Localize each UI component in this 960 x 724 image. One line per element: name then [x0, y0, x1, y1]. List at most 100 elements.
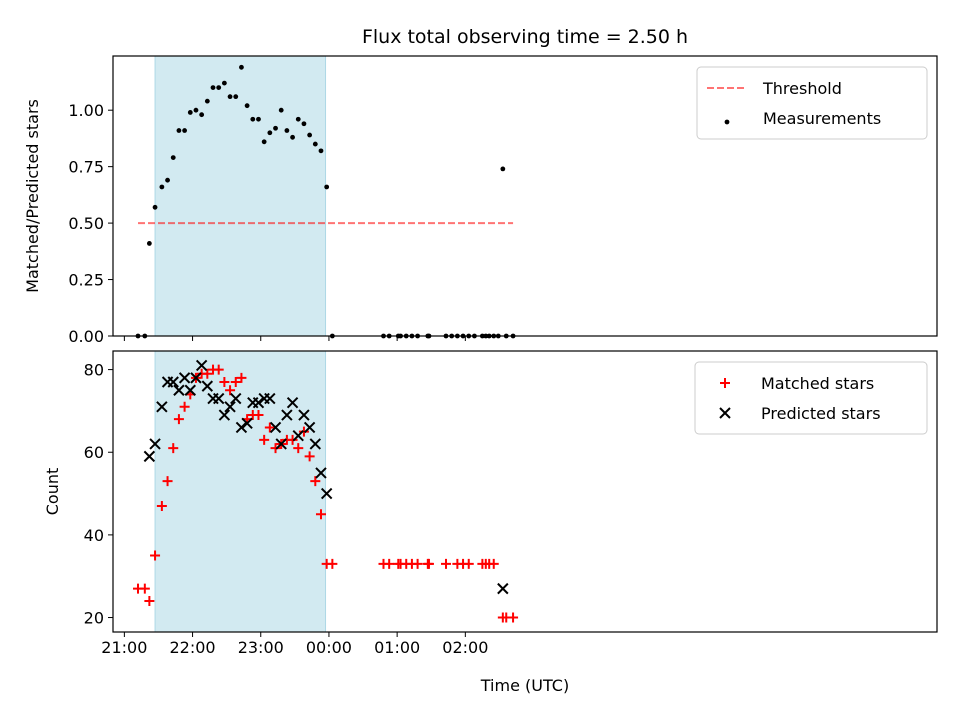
x-tick-label: 21:00: [101, 638, 147, 657]
data-point: [256, 116, 261, 122]
matched-star-point: [463, 558, 474, 569]
predicted-star-point: [309, 438, 322, 450]
y-axis-label: Matched/Predicted stars: [23, 99, 42, 293]
data-point: [221, 80, 227, 86]
matched-star-point: [253, 410, 264, 421]
y-tick-label: 0.75: [68, 158, 104, 177]
data-point: [284, 128, 290, 133]
y-tick-label: 0.00: [68, 327, 104, 346]
observing-window-band: [155, 56, 326, 336]
y-tick-label: 20: [84, 609, 104, 628]
data-point: [312, 141, 318, 147]
data-point: [216, 85, 222, 91]
predicted-star-point: [201, 380, 214, 392]
data-point: [199, 112, 205, 118]
data-point: [250, 116, 256, 122]
x-tick-label: 00:00: [306, 638, 352, 657]
data-point: [273, 125, 278, 131]
data-point: [170, 155, 176, 161]
data-point: [146, 241, 152, 246]
data-point: [152, 204, 158, 210]
legend-label: Matched stars: [761, 374, 874, 393]
legend-label: Predicted stars: [761, 404, 881, 423]
predicted-star-point: [292, 430, 304, 442]
predicted-star-point: [252, 396, 265, 409]
matched-star-point: [139, 583, 150, 594]
predicted-star-point: [184, 384, 196, 396]
matched-star-point: [213, 364, 224, 375]
data-point: [324, 184, 330, 190]
data-point: [500, 166, 506, 172]
y-tick-label: 60: [84, 443, 104, 462]
matched-star-point: [508, 612, 519, 623]
matched-star-point: [384, 558, 395, 569]
legend-matched-swatch: [720, 378, 730, 388]
plot-frame: [112, 350, 938, 633]
matched-star-point: [310, 476, 321, 487]
data-point: [318, 148, 324, 154]
data-point: [239, 64, 244, 70]
matched-star-point: [168, 443, 179, 454]
predicted-star-point: [269, 421, 282, 434]
matched-star-point: [264, 422, 275, 433]
matched-star-point: [315, 509, 326, 520]
legend-box: [696, 66, 928, 140]
chart-title: Flux total observing time = 2.50 h: [362, 26, 688, 48]
predicted-star-point: [218, 409, 231, 421]
data-point: [290, 134, 295, 140]
matched-star-point: [173, 414, 184, 425]
data-point: [244, 103, 250, 109]
predicted-star-point: [264, 392, 276, 405]
matched-star-point: [488, 558, 499, 569]
matched-star-point: [287, 434, 298, 445]
predicted-star-point: [195, 359, 208, 372]
data-point: [159, 184, 165, 190]
predicted-star-point: [173, 384, 185, 396]
predicted-star-point: [286, 396, 299, 409]
y-tick-label: 0.50: [68, 214, 104, 233]
legend-predicted-swatch: [719, 407, 731, 419]
matched-star-point: [179, 401, 190, 412]
predicted-star-point: [298, 409, 310, 421]
x-axis-label: Time (UTC): [480, 676, 569, 695]
plot-frame: [112, 55, 938, 337]
data-point: [187, 110, 193, 115]
data-point: [261, 139, 267, 145]
y-tick-label: 40: [84, 526, 104, 545]
legend-label: Threshold: [762, 79, 842, 98]
matched-star-point: [156, 500, 167, 511]
matched-star-point: [230, 376, 241, 387]
data-point: [210, 85, 216, 91]
predicted-star-point: [143, 450, 156, 463]
x-tick-label: 02:00: [442, 638, 488, 657]
matched-star-point: [259, 434, 270, 445]
data-point: [301, 121, 307, 127]
x-tick-label: 01:00: [374, 638, 420, 657]
matched-star-point: [412, 558, 423, 569]
y-tick-label: 1.00: [68, 101, 104, 120]
data-point: [176, 128, 182, 133]
predicted-star-point: [167, 376, 179, 388]
matched-star-point: [293, 443, 304, 454]
matched-star-point: [327, 558, 338, 569]
matched-star-point: [162, 476, 173, 487]
predicted-star-point: [497, 582, 509, 595]
predicted-star-point: [212, 392, 225, 405]
matched-star-point: [225, 385, 236, 396]
matched-star-point: [150, 550, 161, 561]
data-point: [307, 132, 313, 138]
y-axis-label: Count: [43, 468, 62, 516]
predicted-star-point: [235, 421, 248, 434]
legend-box: [694, 361, 928, 435]
matched-star-point: [236, 372, 247, 383]
predicted-star-point: [241, 417, 253, 430]
data-point: [267, 130, 273, 136]
y-tick-label: 80: [84, 361, 104, 380]
data-point: [227, 94, 233, 100]
predicted-star-point: [281, 409, 293, 421]
data-point: [204, 98, 210, 104]
predicted-star-point: [303, 421, 316, 434]
data-point: [165, 177, 170, 183]
predicted-star-point: [230, 392, 242, 405]
